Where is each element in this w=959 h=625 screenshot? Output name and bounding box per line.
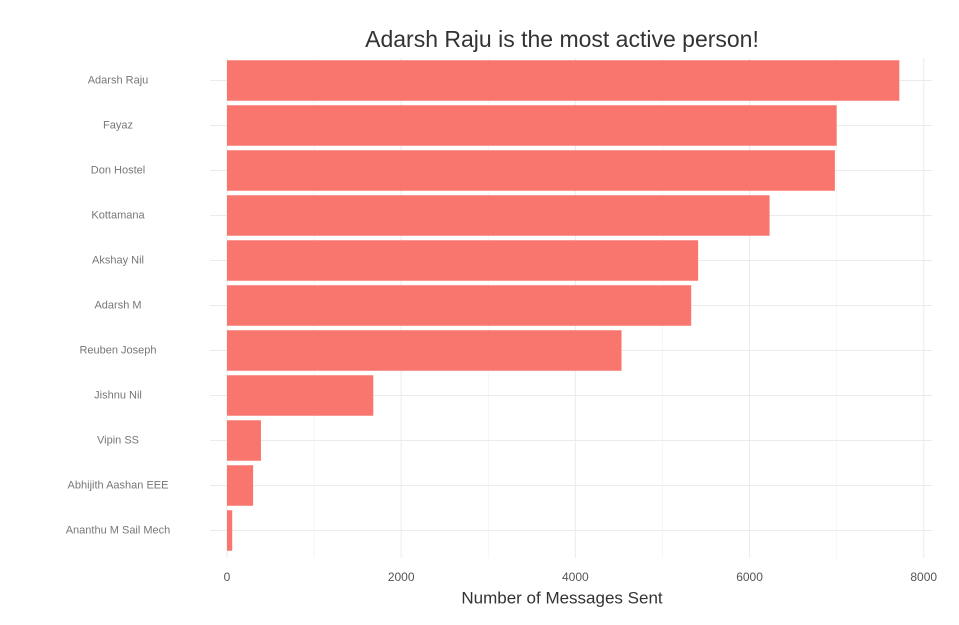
y-tick-label: Ananthu M Sail Mech: [66, 524, 171, 536]
bar: [226, 105, 837, 146]
x-axis-label: Number of Messages Sent: [461, 588, 663, 607]
x-tick-label: 8000: [910, 570, 937, 584]
bar: [226, 195, 770, 236]
x-tick-label: 6000: [736, 570, 763, 584]
y-tick-label: Reuben Joseph: [79, 344, 156, 356]
bar: [226, 150, 835, 191]
bar: [226, 60, 900, 101]
bar: [226, 285, 692, 326]
bar: [226, 420, 261, 461]
y-tick-label: Fayaz: [103, 119, 133, 131]
y-tick-label: Vipin SS: [97, 434, 139, 446]
x-tick-label: 4000: [562, 570, 589, 584]
bar: [226, 240, 699, 281]
bar: [226, 510, 233, 551]
bar: [226, 465, 254, 506]
bar: [226, 375, 374, 416]
y-tick-label: Abhijith Aashan EEE: [68, 479, 169, 491]
y-tick-label: Kottamana: [91, 209, 145, 221]
y-tick-label: Akshay Nil: [92, 254, 144, 266]
bar: [226, 330, 622, 371]
y-tick-label: Adarsh Raju: [88, 74, 149, 86]
y-tick-label: Don Hostel: [91, 164, 145, 176]
x-tick-label: 0: [224, 570, 231, 584]
y-tick-label: Jishnu Nil: [94, 389, 142, 401]
chart-title: Adarsh Raju is the most active person!: [365, 26, 759, 52]
x-tick-label: 2000: [388, 570, 415, 584]
y-tick-label: Adarsh M: [94, 299, 141, 311]
